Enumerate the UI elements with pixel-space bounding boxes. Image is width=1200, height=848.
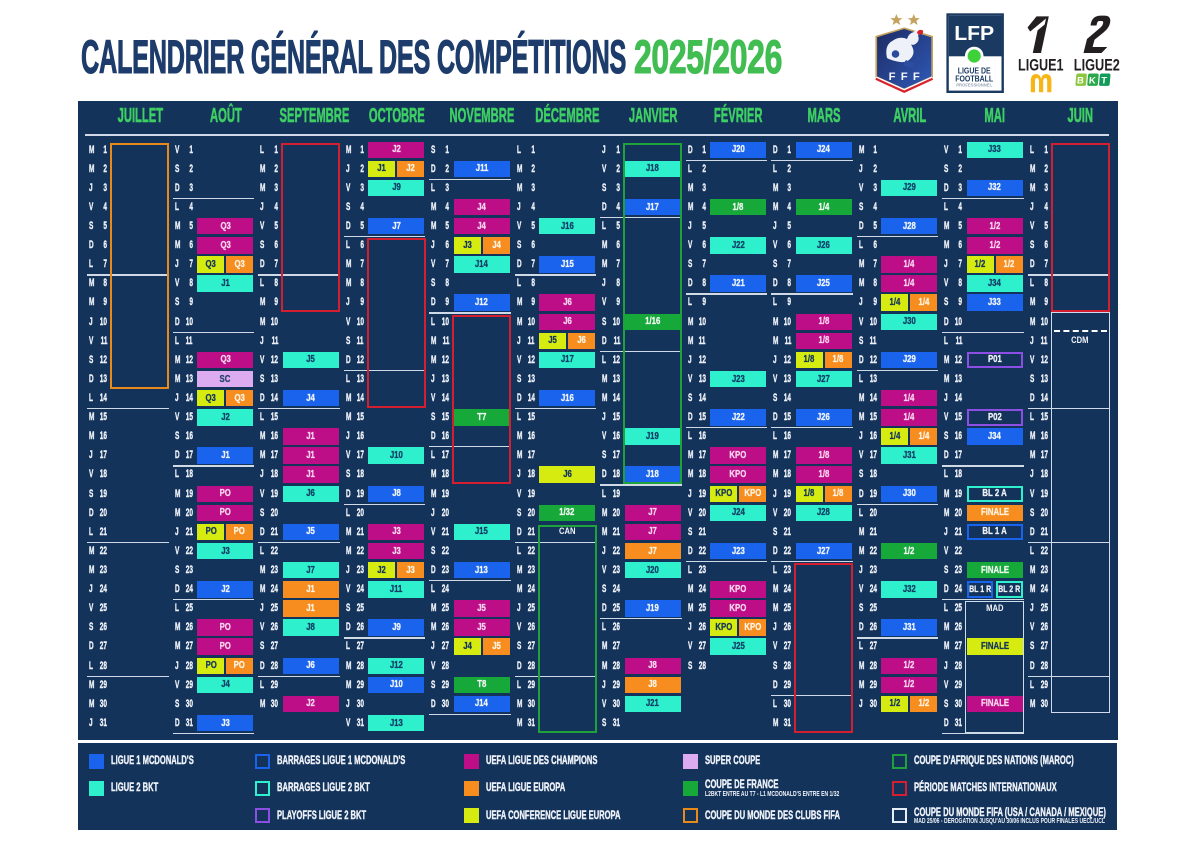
svg-text:LIGUE2: LIGUE2 <box>1074 56 1120 75</box>
svg-text:FFF: FFF <box>889 71 925 83</box>
svg-text:K: K <box>1088 76 1096 87</box>
svg-text:T: T <box>1101 76 1108 87</box>
svg-text:B: B <box>1077 76 1085 87</box>
svg-text:PROFESSIONNEL: PROFESSIONNEL <box>956 82 992 87</box>
svg-text:LFP: LFP <box>954 23 994 45</box>
svg-text:LIGUE1: LIGUE1 <box>1018 56 1064 75</box>
svg-text:LIGUE DE: LIGUE DE <box>958 67 992 76</box>
svg-text:FOOTBALL: FOOTBALL <box>955 75 993 84</box>
